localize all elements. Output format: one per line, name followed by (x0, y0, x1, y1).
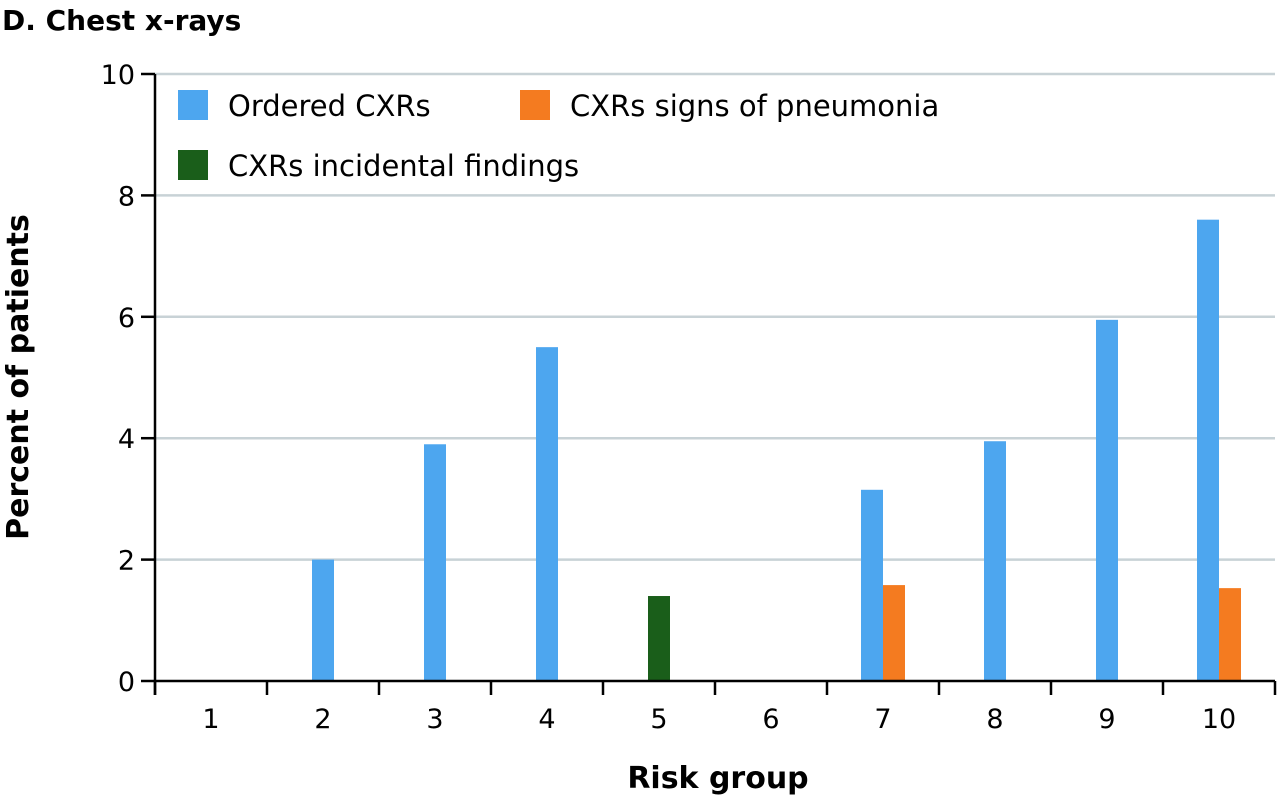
x-tick-label: 5 (650, 704, 667, 735)
bar-ordered-cxrs-group-9 (1096, 319, 1118, 681)
x-ticks: 1 2 3 4 5 6 7 8 9 10 (153, 681, 1277, 735)
x-tick-label: 8 (986, 704, 1003, 735)
x-tick-label: 2 (314, 704, 331, 735)
y-tick-label: 2 (118, 546, 135, 577)
legend-label-cxrs-incidental-findings: CXRs incidental findings (228, 149, 579, 183)
gridlines (155, 72, 1275, 561)
y-tick-label: 8 (118, 181, 135, 212)
legend-swatch-cxrs-signs-of-pneumonia (520, 90, 550, 120)
bar-ordered-cxrs-group-7 (861, 489, 883, 681)
x-tick-label: 3 (426, 704, 443, 735)
legend-label-ordered-cxrs: Ordered CXRs (228, 89, 431, 123)
y-tick-label: 4 (118, 424, 135, 455)
bar-ordered-cxrs-group-2 (312, 559, 334, 681)
x-tick-label: 9 (1098, 704, 1115, 735)
y-tick-label: 10 (101, 60, 135, 91)
bar-ordered-cxrs-group-3 (424, 444, 446, 681)
x-tick-label: 1 (202, 704, 219, 735)
x-tick-label: 7 (874, 704, 891, 735)
y-ticks: 0 2 4 6 8 10 (101, 60, 155, 698)
legend-label-cxrs-signs-of-pneumonia: CXRs signs of pneumonia (570, 89, 939, 123)
x-axis-label: Risk group (627, 761, 808, 796)
bar-cxrs-signs-of-pneumonia-group-10 (1219, 588, 1241, 681)
x-tick-label: 4 (538, 704, 555, 735)
y-tick-label: 0 (118, 667, 135, 698)
x-tick-label: 6 (762, 704, 779, 735)
x-tick-label: 10 (1202, 704, 1236, 735)
legend-swatch-ordered-cxrs (178, 90, 208, 120)
bar-ordered-cxrs-group-8 (984, 441, 1006, 681)
y-axis-label: Percent of patients (1, 214, 36, 540)
chart-title: D. Chest x-rays (2, 4, 241, 37)
bar-ordered-cxrs-group-4 (536, 347, 558, 681)
legend: Ordered CXRs CXRs signs of pneumonia CXRs … (178, 89, 939, 183)
bar-ordered-cxrs-group-10 (1197, 219, 1219, 681)
y-tick-label: 6 (118, 303, 135, 334)
bars (312, 219, 1241, 681)
bar-cxrs-signs-of-pneumonia-group-7 (883, 585, 905, 681)
bar-cxrs-incidental-findings-group-5 (648, 596, 670, 681)
legend-swatch-cxrs-incidental-findings (178, 150, 208, 180)
